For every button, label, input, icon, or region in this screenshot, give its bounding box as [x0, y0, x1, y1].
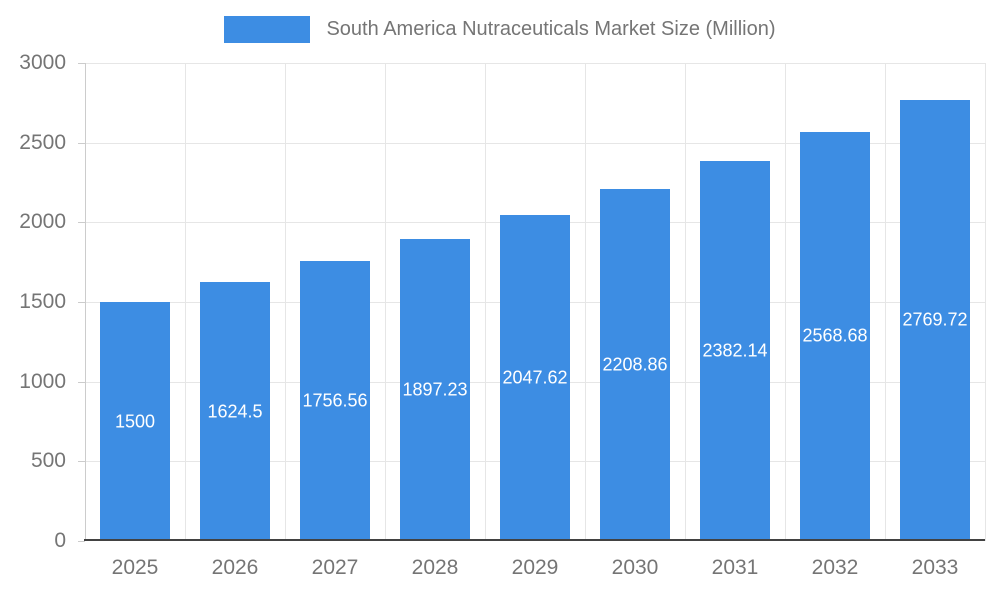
v-gridline: [485, 63, 486, 541]
v-gridline: [885, 63, 886, 541]
bar: 1500: [100, 302, 170, 541]
y-tick-mark: [78, 381, 85, 383]
v-gridline: [385, 63, 386, 541]
bar-value-label: 1897.23: [402, 379, 468, 400]
v-gridline: [785, 63, 786, 541]
y-axis-line: [85, 63, 86, 541]
y-tick-label: 0: [54, 529, 66, 552]
y-axis-labels: 0 500 1000 1500 2000 2500 3000: [0, 51, 76, 552]
plot-area: 1500 1624.5 1756.56 1897.23 2047.62 2208.86 23…: [78, 63, 986, 542]
x-tick-label: 2027: [311, 556, 359, 579]
y-tick-label: 500: [30, 449, 66, 473]
y-tick-label: 2500: [19, 130, 66, 154]
bar: 1756.56: [300, 261, 370, 541]
y-tick-mark: [78, 461, 85, 463]
x-tick-label: 2031: [711, 556, 759, 579]
h-gridline: [85, 142, 985, 144]
x-tick-label: 2029: [511, 556, 559, 579]
v-gridline: [185, 63, 186, 541]
bar-value-label: 2208.86: [602, 354, 668, 375]
bar: 1897.23: [400, 238, 470, 541]
bar: 1624.5: [200, 282, 270, 541]
bar: 2568.68: [800, 131, 870, 541]
legend-swatch: [224, 16, 311, 43]
v-gridline: [285, 63, 286, 541]
y-tick-mark: [78, 63, 85, 64]
bar-value-label: 2382.14: [702, 340, 768, 361]
x-axis-labels: 2025 2026 2027 2028 2029 2030 2031 2032 2033: [85, 556, 985, 590]
y-tick-mark: [78, 541, 85, 542]
v-gridline: [585, 63, 586, 541]
x-tick-label: 2032: [811, 556, 859, 579]
x-tick-label: 2028: [411, 556, 459, 579]
bar: 2769.72: [900, 99, 970, 541]
bar: 2208.86: [600, 189, 670, 541]
x-tick-label: 2026: [211, 556, 259, 579]
bar-value-label: 2769.72: [902, 309, 968, 330]
y-tick-label: 2000: [19, 210, 66, 234]
x-tick-label: 2030: [611, 556, 659, 579]
x-axis-line: [84, 539, 985, 541]
y-tick-label: 1500: [19, 290, 66, 313]
h-gridline: [85, 63, 985, 64]
y-tick-mark: [78, 222, 85, 224]
bar-value-label: 2568.68: [802, 325, 868, 346]
y-tick-label: 1000: [19, 369, 66, 393]
y-tick-label: 3000: [19, 51, 66, 74]
chart-title: South America Nutraceuticals Market Size…: [326, 18, 776, 40]
y-tick-mark: [78, 302, 85, 303]
x-tick-label: 2033: [911, 556, 959, 579]
bar-value-label: 2047.62: [502, 367, 568, 388]
y-tick-mark: [78, 142, 85, 144]
bar: 2047.62: [500, 214, 570, 541]
bar-value-label: 1624.5: [207, 401, 263, 422]
v-gridline: [985, 63, 986, 541]
v-gridline: [685, 63, 686, 541]
bar: 2382.14: [700, 161, 770, 541]
x-tick-label: 2025: [111, 556, 159, 579]
legend: South America Nutraceuticals Market Size…: [0, 16, 1000, 43]
bar-value-label: 1500: [114, 411, 156, 431]
bar-value-label: 1756.56: [302, 390, 368, 411]
